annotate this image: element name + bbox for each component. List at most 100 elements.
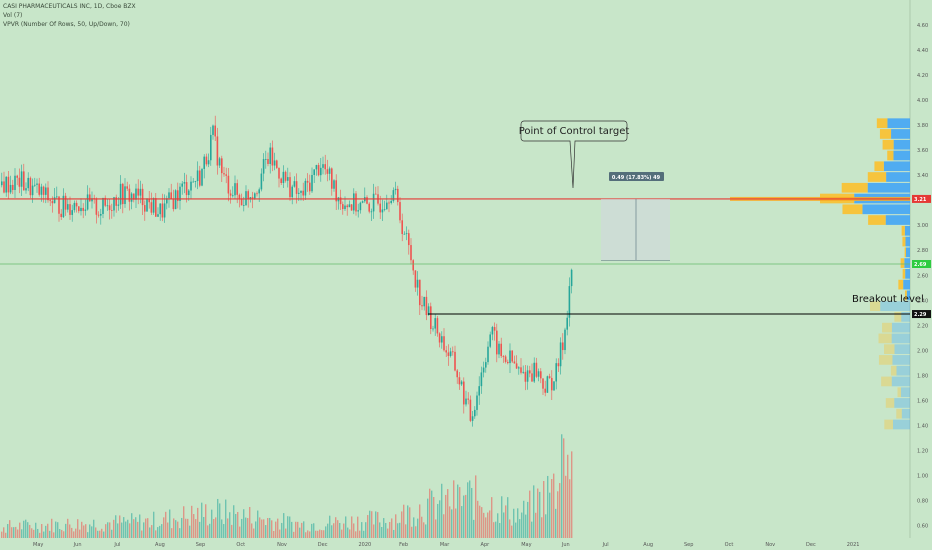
candle-body [71, 210, 73, 215]
candle-body [529, 370, 531, 374]
volume-bar [345, 516, 347, 538]
volume-profile-bar [893, 139, 910, 150]
volume-bar [67, 518, 69, 538]
candle-body [540, 371, 542, 379]
volume-bar [321, 530, 323, 538]
volume-bar [503, 512, 505, 538]
volume-bar [85, 524, 87, 538]
volume-bar [91, 526, 93, 538]
candle-body [559, 342, 562, 367]
volume-bar [337, 520, 339, 538]
candle-body [381, 209, 384, 213]
x-tick-label: Dec [318, 542, 328, 548]
volume-bar [325, 526, 327, 538]
x-tick-label: Jul [602, 542, 609, 548]
volume-bar [113, 519, 115, 538]
candle-body [480, 372, 483, 387]
volume-bar [75, 528, 77, 538]
volume-bar [21, 529, 23, 538]
volume-profile-bar [878, 355, 893, 365]
candle-body [496, 330, 498, 355]
volume-bar [549, 492, 551, 538]
volume-bar [403, 504, 405, 538]
volume-bar [313, 523, 315, 538]
candle-body [218, 158, 221, 166]
candle-body [262, 159, 265, 174]
volume-bar [217, 498, 219, 538]
candle-body [78, 206, 80, 212]
x-tick-label: Oct [236, 542, 245, 548]
volume-bar [165, 511, 167, 538]
candle-body [216, 136, 219, 166]
volume-profile-bar [901, 225, 905, 236]
volume-bar [305, 532, 307, 538]
volume-bar [209, 523, 211, 538]
candle-body [62, 195, 65, 218]
volume-bar [269, 517, 271, 538]
candle-body [172, 199, 175, 210]
volume-bar [69, 524, 71, 538]
volume-bar [45, 525, 47, 538]
volume-bar [207, 525, 209, 538]
volume-bar [327, 523, 329, 538]
volume-bar [145, 518, 147, 538]
candle-body [181, 183, 183, 187]
volume-bar [443, 514, 445, 538]
volume-bar [137, 521, 139, 538]
volume-profile-bar [904, 247, 906, 258]
candle-body [89, 194, 91, 202]
x-tick-label: Aug [643, 542, 653, 548]
candle-body [126, 186, 128, 189]
volume-profile-bar [883, 161, 910, 172]
candle-body [104, 197, 106, 206]
volume-bar [179, 528, 181, 538]
volume-bar [189, 525, 191, 538]
volume-bar [479, 505, 481, 538]
volume-bar [167, 522, 169, 538]
candle-body [430, 306, 432, 329]
volume-bar [117, 523, 119, 538]
volume-bar [37, 528, 39, 538]
candle-body [188, 190, 190, 196]
volume-profile-bar [879, 129, 892, 139]
candle-body [179, 186, 181, 201]
volume-bar [509, 519, 511, 538]
volume-bar [55, 521, 57, 538]
volume-bar [197, 507, 199, 538]
volume-bar [333, 523, 335, 538]
candle-body [174, 190, 177, 210]
volume-bar [441, 483, 443, 538]
volume-bar [329, 515, 331, 538]
candle-body [421, 305, 423, 307]
candle-body [298, 192, 300, 194]
volume-bar [469, 480, 471, 538]
volume-profile-bar [905, 290, 907, 301]
volume-bar [297, 521, 299, 538]
volume-bar [31, 528, 33, 538]
volume-bar [215, 517, 217, 538]
volume-profile-bar [868, 215, 886, 225]
volume-bar [429, 488, 431, 538]
volume-legend: Vol (7) [3, 12, 23, 19]
candle-body [485, 362, 487, 368]
volume-bar [127, 519, 129, 538]
candle-body [249, 197, 252, 200]
candle-body [223, 173, 225, 175]
volume-bar [199, 521, 201, 538]
volume-bar [519, 519, 521, 538]
x-tick-label: Dec [806, 542, 816, 548]
volume-bar [273, 530, 275, 538]
candle-body [423, 296, 425, 307]
candle-body [69, 204, 71, 215]
candle-body [91, 198, 93, 202]
candle-body [469, 399, 472, 421]
candle-body [425, 296, 428, 316]
volume-bar [87, 532, 89, 538]
volume-bar [423, 522, 425, 538]
candle-body [291, 186, 293, 198]
volume-profile-bar [901, 408, 910, 419]
candle-body [51, 201, 54, 204]
volume-bar [349, 529, 351, 538]
